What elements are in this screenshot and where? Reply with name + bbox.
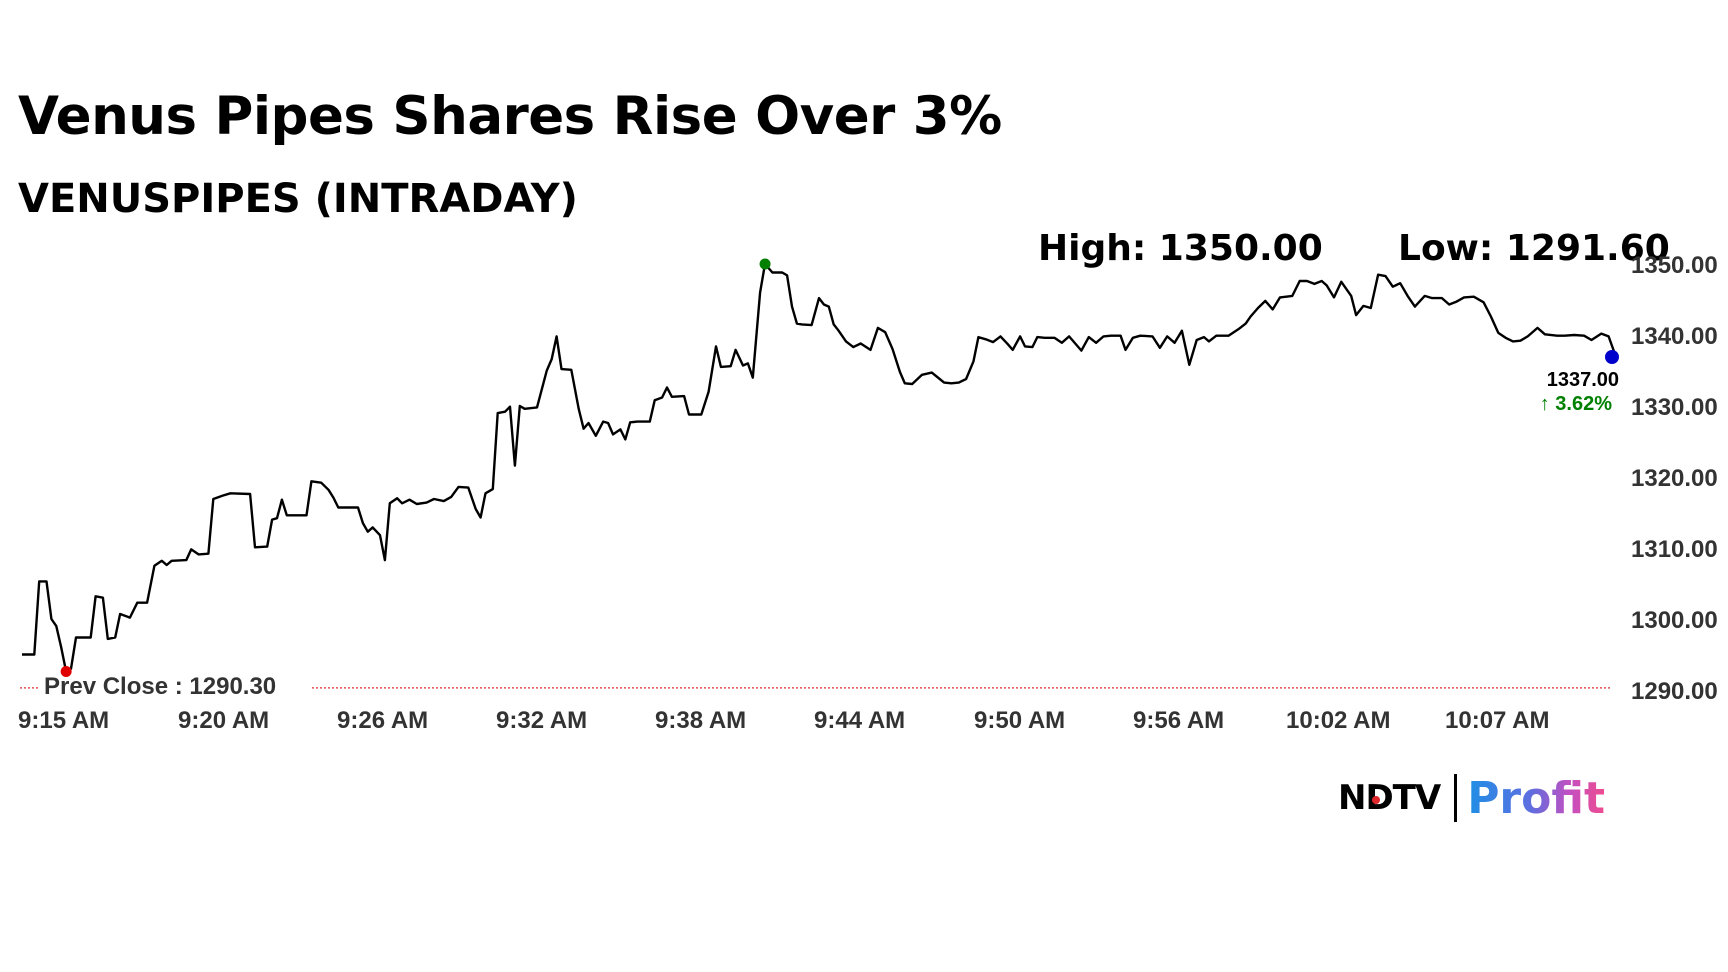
- y-tick-label: 1290.00: [1631, 678, 1718, 705]
- logo-red-dot: [1372, 796, 1380, 804]
- y-tick-label: 1350.00: [1631, 252, 1718, 279]
- x-tick-label: 10:02 AM: [1286, 707, 1390, 734]
- x-tick-label: 9:26 AM: [337, 707, 428, 734]
- price-line: [22, 262, 1618, 673]
- y-axis: 1350.00 1340.00 1330.00 1320.00 1310.00 1300.…: [1631, 252, 1718, 705]
- y-tick-label: 1300.00: [1631, 607, 1718, 634]
- high-marker: [759, 258, 771, 270]
- x-tick-label: 9:44 AM: [814, 707, 905, 734]
- high-value-label: High: 1350.00: [1038, 228, 1323, 269]
- x-tick-label: 9:50 AM: [974, 707, 1065, 734]
- y-tick-label: 1340.00: [1631, 323, 1718, 350]
- last-change-label: ↑ 3.62%: [1540, 393, 1612, 415]
- last-price-marker: [1605, 350, 1619, 365]
- chart-title: Venus Pipes Shares Rise Over 3%: [18, 86, 1002, 147]
- ndtv-profit-logo: NDTV Profit: [1338, 770, 1605, 826]
- low-value-label: Low: 1291.60: [1398, 228, 1670, 269]
- x-tick-label: 9:15 AM: [18, 707, 109, 734]
- chart-subtitle: VENUSPIPES (INTRADAY): [18, 176, 578, 222]
- x-tick-label: 9:38 AM: [655, 707, 746, 734]
- logo-ndtv-text: NDTV: [1338, 778, 1441, 818]
- x-tick-label: 10:07 AM: [1445, 707, 1549, 734]
- x-tick-label: 9:32 AM: [496, 707, 587, 734]
- y-tick-label: 1330.00: [1631, 394, 1718, 421]
- x-tick-label: 9:56 AM: [1133, 707, 1224, 734]
- x-tick-label: 9:20 AM: [178, 707, 269, 734]
- logo-divider: [1454, 774, 1458, 822]
- logo-profit-text: Profit: [1467, 772, 1606, 824]
- prev-close-label-bg: [40, 673, 312, 698]
- x-axis: 9:15 AM 9:20 AM 9:26 AM 9:32 AM 9:38 AM 9:44 …: [18, 707, 1549, 734]
- y-tick-label: 1320.00: [1631, 465, 1718, 492]
- last-price-label: 1337.00: [1547, 369, 1619, 391]
- prev-close-label: Prev Close : 1290.30: [44, 673, 276, 700]
- low-marker: [60, 666, 72, 678]
- y-tick-label: 1310.00: [1631, 536, 1718, 563]
